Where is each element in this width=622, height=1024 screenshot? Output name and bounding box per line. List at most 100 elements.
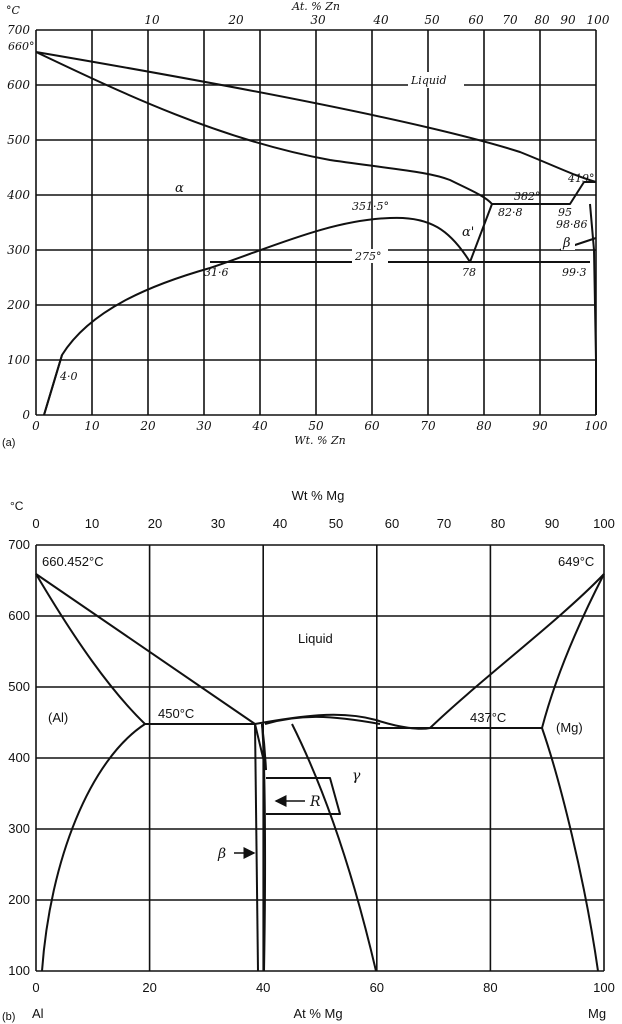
y-tick: 100 — [8, 963, 30, 978]
composition-82-8-label: 82·8 — [498, 206, 523, 219]
al-mg-liquidus-middle — [254, 713, 431, 730]
al-mg-grid — [35, 544, 605, 972]
beta-phase-label: β — [217, 846, 226, 862]
beta-region-label: β — [562, 236, 571, 251]
y-tick: 400 — [6, 188, 30, 202]
top-tick: 0 — [32, 516, 39, 531]
melting-point-zn-label: 419° — [567, 172, 595, 185]
al-phase-label: (Al) — [48, 710, 68, 725]
y-tick: 700 — [8, 537, 30, 552]
al-mg-phase-boundaries — [35, 573, 605, 972]
bottom-tick: 60 — [364, 419, 380, 433]
top-axis-title: At. % Zn — [291, 0, 340, 13]
al-mg-gamma-left — [261, 723, 267, 771]
top-tick: 10 — [85, 516, 99, 531]
top-tick: 90 — [545, 516, 559, 531]
al-zn-top-axis: 10 20 30 40 50 60 70 80 90 100 — [144, 13, 609, 27]
al-mg-phase-diagram: °C 100 200 300 400 500 600 700 Wt % Mg 0… — [2, 488, 615, 1023]
top-tick: 40 — [372, 13, 389, 27]
al-mg-beta-neck — [254, 723, 267, 771]
y-tick: 400 — [8, 750, 30, 765]
al-zn-grid — [35, 29, 597, 416]
top-tick: 50 — [329, 516, 343, 531]
top-axis-title: Wt % Mg — [292, 488, 345, 503]
top-tick: 80 — [534, 13, 550, 27]
al-zn-y-axis: 0 100 200 300 400 500 600 700 — [6, 23, 30, 422]
critical-point-label: 351·5° — [352, 200, 389, 213]
top-tick: 20 — [227, 13, 244, 27]
al-zn-solvus-dome — [43, 216, 471, 416]
bottom-tick: 100 — [585, 419, 608, 433]
bottom-tick: 80 — [483, 980, 497, 995]
composition-78-label: 78 — [462, 266, 476, 279]
right-element-label: Mg — [588, 1006, 606, 1021]
al-zn-phase-diagram: 0 100 200 300 400 500 600 700 °C At. % Z… — [2, 0, 610, 449]
y-tick: 200 — [6, 298, 30, 312]
bottom-tick: 40 — [256, 980, 270, 995]
r-phase-label: R — [309, 794, 321, 810]
y-tick: 200 — [8, 892, 30, 907]
composition-31-6-label: 31·6 — [204, 266, 229, 279]
bottom-tick: 80 — [476, 419, 492, 433]
top-tick: 100 — [587, 13, 610, 27]
top-tick: 40 — [273, 516, 287, 531]
bottom-tick: 60 — [370, 980, 384, 995]
eutectic-temp-label: 382° — [514, 190, 541, 203]
top-tick: 70 — [437, 516, 451, 531]
monotectoid-temp-label: 275° — [354, 250, 382, 263]
bottom-tick: 40 — [251, 419, 268, 433]
beta-label-bg — [561, 234, 575, 250]
al-mg-liquidus-right — [429, 573, 605, 729]
al-mg-beta-left — [254, 723, 259, 972]
al-zn-solidus — [35, 51, 493, 205]
top-tick: 80 — [491, 516, 505, 531]
al-mg-y-axis: 100 200 300 400 500 600 700 — [8, 537, 30, 978]
al-mg-bottom-axis: 0 20 40 60 80 100 — [32, 980, 614, 995]
monotectoid-label-bg — [352, 249, 388, 263]
y-tick: 700 — [7, 23, 30, 37]
al-mg-beta-dome — [264, 715, 381, 725]
melting-point-al-label: 660° — [8, 40, 35, 53]
al-mg-liquidus-left — [35, 573, 256, 725]
y-unit-label: °C — [6, 4, 21, 17]
panel-label: (b) — [2, 1011, 15, 1023]
top-tick: 60 — [468, 13, 484, 27]
eutectic-left-temp-label: 450°C — [158, 706, 194, 721]
y-tick: 500 — [7, 133, 30, 147]
top-tick: 30 — [211, 516, 225, 531]
composition-95-label: 95 — [558, 206, 572, 219]
bottom-tick: 0 — [32, 419, 40, 433]
bottom-tick: 50 — [308, 419, 324, 433]
y-tick: 600 — [8, 608, 30, 623]
y-tick: 500 — [8, 679, 30, 694]
top-tick: 50 — [424, 13, 440, 27]
liquid-region-label: Liquid — [298, 631, 333, 646]
gamma-phase-label: γ — [352, 768, 361, 784]
y-tick: 300 — [8, 821, 30, 836]
al-mg-mg-solidus — [541, 573, 605, 729]
al-zn-phase-boundaries — [35, 51, 597, 416]
alpha-prime-region-label: α' — [462, 225, 474, 240]
liquid-label-bg — [408, 72, 464, 88]
al-zn-alpha-solvus-low — [43, 354, 63, 416]
y-tick: 0 — [22, 408, 30, 422]
al-mg-solidus-left — [35, 573, 146, 725]
melting-point-mg-label: 649°C — [558, 554, 594, 569]
y-unit-label: °C — [10, 499, 24, 513]
bottom-tick: 0 — [32, 980, 39, 995]
al-mg-r-phase-box — [266, 777, 341, 815]
al-zn-eutectic-solidus — [492, 181, 585, 205]
al-zn-liquidus — [35, 51, 597, 183]
al-zn-alpha-prime-boundary — [469, 203, 493, 263]
top-tick: 60 — [385, 516, 399, 531]
top-tick: 100 — [593, 516, 615, 531]
al-zn-annotations: 660° Liquid α α' β 419° 382° 82·8 95 98·… — [8, 40, 595, 383]
top-tick: 10 — [144, 13, 160, 27]
y-tick: 300 — [7, 243, 30, 257]
al-mg-annotations: 660.452°C 649°C Liquid (Al) 450°C 437°C … — [42, 554, 594, 862]
bottom-tick: 10 — [84, 419, 100, 433]
al-zn-bottom-axis: 0 10 20 30 40 50 60 70 80 90 100 — [32, 419, 608, 433]
composition-99-3-label: 99·3 — [562, 266, 587, 279]
alpha-region-label: α — [175, 181, 184, 196]
left-element-label: Al — [32, 1006, 44, 1021]
